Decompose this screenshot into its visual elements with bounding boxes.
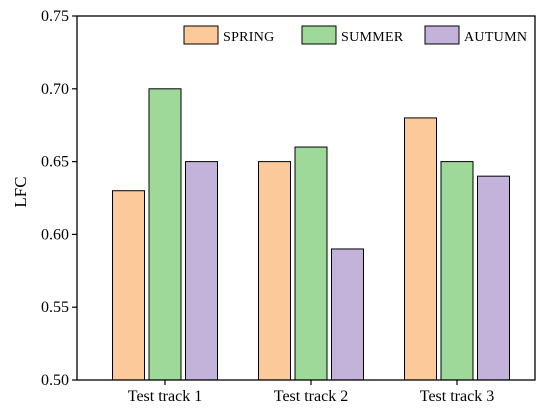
bar-autumn-3 [477,175,510,381]
legend-swatch-spring [183,25,219,45]
y-tick-label: 0.65 [41,154,69,171]
bar-autumn-1 [185,161,218,381]
bar-summer-3 [440,161,474,381]
bar-autumn-2 [331,248,364,381]
y-axis-ticks: 0.50 0.55 0.60 0.65 0.70 0.75 [41,8,77,389]
y-tick-label: 0.50 [41,372,69,389]
legend-label-summer: SUMMER [341,30,404,45]
x-tick-label: Test track 1 [128,388,202,405]
x-axis-ticks: Test track 1 Test track 2 Test track 3 [128,380,494,405]
bar-summer-2 [294,146,328,381]
bar-summer-1 [148,88,182,381]
x-tick-label: Test track 2 [274,388,348,405]
y-axis-label: LFC [11,176,30,207]
y-tick-label: 0.55 [41,299,69,316]
legend-label-spring: SPRING [223,30,275,45]
legend-swatch-summer [301,25,337,45]
y-tick-label: 0.60 [41,226,69,243]
bar-spring-2 [258,161,291,381]
legend: SPRING SUMMER AUTUMN [183,25,527,45]
plot-frame [76,15,536,381]
legend-label-autumn: AUTUMN [464,30,527,45]
bars-group [112,88,510,381]
legend-swatch-autumn [424,25,460,45]
y-tick-label: 0.70 [41,81,69,98]
bar-spring-3 [404,117,437,381]
x-tick-label: Test track 3 [420,388,494,405]
y-tick-label: 0.75 [41,8,69,25]
bar-spring-1 [112,190,145,381]
